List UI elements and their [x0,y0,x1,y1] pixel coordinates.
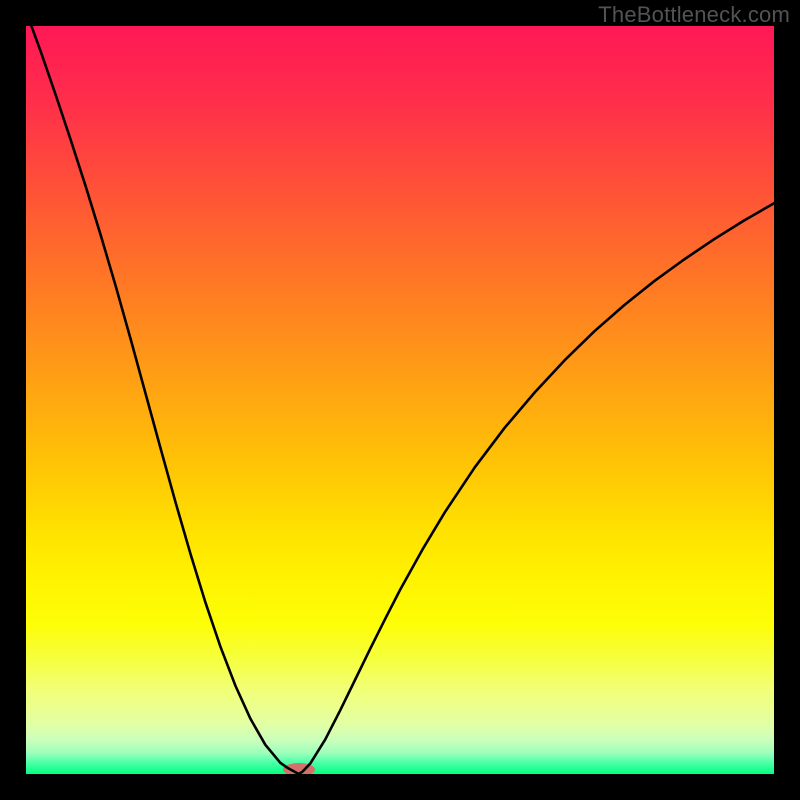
chart-svg [26,26,774,774]
gradient-background [26,26,774,774]
plot-area [26,26,774,774]
watermark-text: TheBottleneck.com [598,2,790,28]
chart-container: TheBottleneck.com [0,0,800,800]
